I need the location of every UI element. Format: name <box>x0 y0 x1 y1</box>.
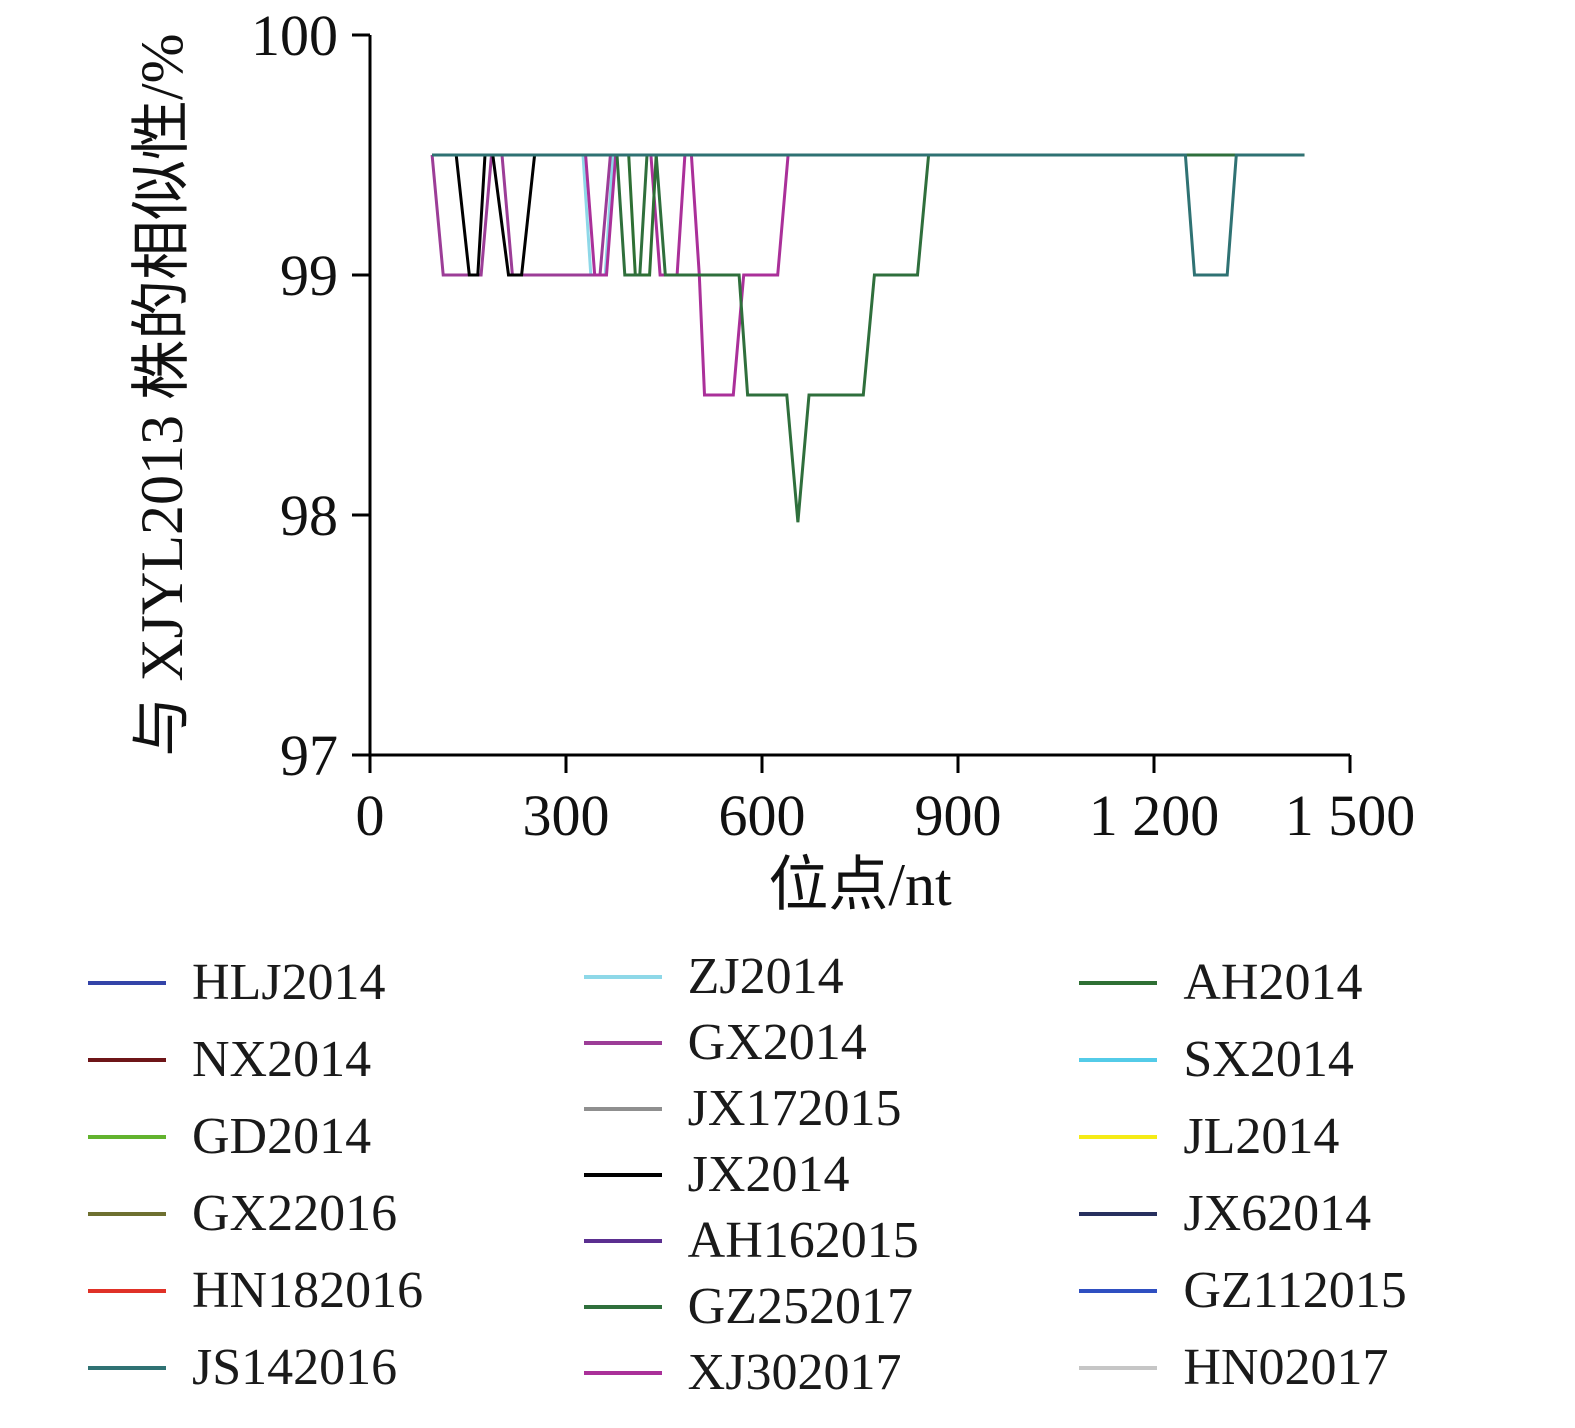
legend-item: AH2014 <box>1079 944 1575 1021</box>
series-line-ZJ2014 <box>432 153 1305 277</box>
legend-label: HN02017 <box>1183 1338 1389 1396</box>
legend-line-swatch <box>1079 1365 1158 1370</box>
legend-label: AH2014 <box>1183 953 1363 1011</box>
legend-item: JX62014 <box>1079 1175 1575 1252</box>
legend-line-swatch <box>1079 1134 1158 1139</box>
x-tick-label: 1 200 <box>1089 783 1220 848</box>
legend-label: GX22016 <box>192 1184 398 1242</box>
legend-item: AH162015 <box>583 1208 1080 1274</box>
x-tick-label: 1 500 <box>1285 783 1416 848</box>
legend-line-swatch <box>583 1173 662 1177</box>
legend-item: JX2014 <box>583 1142 1080 1208</box>
x-tick-label: 600 <box>719 783 806 848</box>
legend-label: HN182016 <box>192 1261 424 1319</box>
legend-label: NX2014 <box>192 1030 372 1088</box>
legend-label: JS142016 <box>192 1338 398 1396</box>
legend-item: NX2014 <box>88 1021 584 1098</box>
legend-label: JX62014 <box>1183 1184 1372 1242</box>
legend-line-swatch <box>88 980 166 985</box>
legend-label: JL2014 <box>1183 1107 1340 1165</box>
series-line-JS142016 <box>432 153 1305 277</box>
legend-item: HLJ2014 <box>88 944 584 1021</box>
legend-label: HLJ2014 <box>192 953 386 1011</box>
legend-item: JS142016 <box>88 1329 584 1406</box>
legend-label: XJ302017 <box>687 1344 902 1401</box>
legend-item: HN02017 <box>1079 1329 1575 1406</box>
legend-label: GD2014 <box>192 1107 372 1165</box>
legend-item: ZJ2014 <box>583 944 1080 1010</box>
y-tick-label: 98 <box>280 483 338 548</box>
legend-item: GX22016 <box>88 1175 584 1252</box>
legend-line-swatch <box>583 1239 662 1243</box>
legend-line-swatch <box>88 1134 166 1139</box>
legend-label: JX2014 <box>687 1146 850 1203</box>
legend-item: GD2014 <box>88 1098 584 1175</box>
legend-item: JX172015 <box>583 1076 1080 1142</box>
legend-line-swatch <box>88 1211 166 1216</box>
x-tick-label: 300 <box>523 783 610 848</box>
legend-label: GX2014 <box>687 1014 867 1071</box>
legend-line-swatch <box>88 1365 166 1370</box>
legend-line-swatch <box>583 1107 662 1111</box>
legend-item: GZ252017 <box>583 1274 1080 1340</box>
legend-line-swatch <box>583 975 662 979</box>
legend-item: SX2014 <box>1079 1021 1575 1098</box>
legend-label: GZ252017 <box>687 1278 913 1335</box>
legend-line-swatch <box>1079 1057 1158 1062</box>
legend-item: GX2014 <box>583 1010 1080 1076</box>
legend-item: JL2014 <box>1079 1098 1575 1175</box>
legend-label: GZ112015 <box>1183 1261 1407 1319</box>
legend-label: ZJ2014 <box>687 948 844 1005</box>
legend-line-swatch <box>583 1305 662 1309</box>
legend-line-swatch <box>1079 980 1158 985</box>
legend-label: AH162015 <box>687 1212 919 1269</box>
y-axis-label: 与 XJYL2013 株的相似性/% <box>129 33 195 756</box>
legend-line-swatch <box>583 1371 662 1375</box>
legend-line-swatch <box>1079 1211 1158 1216</box>
plot-area: 与 XJYL2013 株的相似性/% 位点/nt 0 300 600 900 1 200… <box>129 3 1416 918</box>
series-line-AH2014 <box>432 153 1305 277</box>
legend-column: HLJ2014 NX2014 GD2014 GX22016 HN182016 JS1420… <box>88 944 584 1406</box>
x-tick-label: 0 <box>356 783 385 848</box>
legend-column: ZJ2014 GX2014 JX172015 JX2014 AH162015 GZ2520… <box>583 944 1080 1406</box>
legend-line-swatch <box>1079 1288 1158 1293</box>
legend-column: AH2014 SX2014 JL2014 JX62014 GZ112015 HN02017 <box>1079 944 1575 1406</box>
legend-line-swatch <box>88 1057 166 1062</box>
y-tick-label: 99 <box>280 243 338 308</box>
legend-item: GZ112015 <box>1079 1252 1575 1329</box>
legend-label: SX2014 <box>1183 1030 1354 1088</box>
legend-line-swatch <box>583 1041 662 1045</box>
legend-item: XJ302017 <box>583 1340 1080 1406</box>
y-tick-label: 100 <box>251 3 338 68</box>
series-line-JX2014 <box>432 153 1305 277</box>
x-axis-label: 位点/nt <box>768 852 952 918</box>
legend-label: JX172015 <box>687 1080 902 1137</box>
series-line-GX2014 <box>430 153 1305 277</box>
y-tick-label: 97 <box>280 723 338 788</box>
legend-line-swatch <box>88 1288 166 1293</box>
legend-item: HN182016 <box>88 1252 584 1329</box>
series-line-GZ252017 <box>432 153 1305 523</box>
legend: HLJ2014 NX2014 GD2014 GX22016 HN182016 JS1420… <box>0 944 1575 1406</box>
x-tick-label: 900 <box>915 783 1002 848</box>
similarity-line-chart: 与 XJYL2013 株的相似性/% 位点/nt 0 300 600 900 1 200… <box>129 3 1416 918</box>
